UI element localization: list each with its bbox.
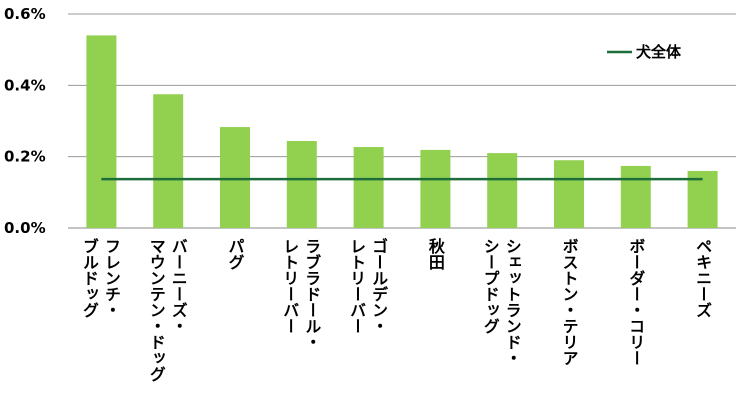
y-tick-label: 0.4%	[4, 76, 46, 94]
y-tick-label: 0.6%	[4, 5, 46, 23]
x-tick-label: レトリーバー	[347, 238, 366, 334]
bar	[687, 170, 718, 228]
x-tick-label: シープドッグ	[481, 238, 500, 334]
bar	[353, 147, 384, 228]
bar	[487, 153, 518, 228]
x-tick-label: シェットランド・	[503, 238, 522, 366]
x-tick-label: バーニーズ・	[169, 238, 188, 334]
x-tick-label: マウンテン・ドッグ	[147, 238, 166, 382]
x-tick-label: ゴールデン・	[369, 237, 388, 334]
bar	[220, 127, 250, 228]
bar	[620, 165, 651, 228]
x-tick-label: ボーダー・コリー	[626, 238, 645, 366]
legend-label: 犬全体	[636, 43, 682, 61]
bar	[420, 149, 451, 228]
bar	[554, 160, 584, 228]
x-tick-label: ラブラドール・	[302, 238, 321, 350]
x-tick-label: ボストン・テリア	[560, 238, 579, 366]
x-tick-label: ペキニーズ	[693, 238, 712, 318]
x-tick-label: ブルドッグ	[80, 237, 99, 318]
x-tick-label: フレンチ・	[102, 238, 121, 318]
x-tick-label: 秋田	[426, 237, 445, 270]
x-tick-label: レトリーバー	[280, 238, 299, 334]
bar	[286, 140, 317, 228]
x-tick-label: パグ	[226, 238, 245, 270]
bar	[153, 94, 184, 228]
y-tick-label: 0.0%	[4, 219, 46, 237]
bar	[86, 35, 117, 229]
y-tick-label: 0.2%	[4, 148, 46, 166]
